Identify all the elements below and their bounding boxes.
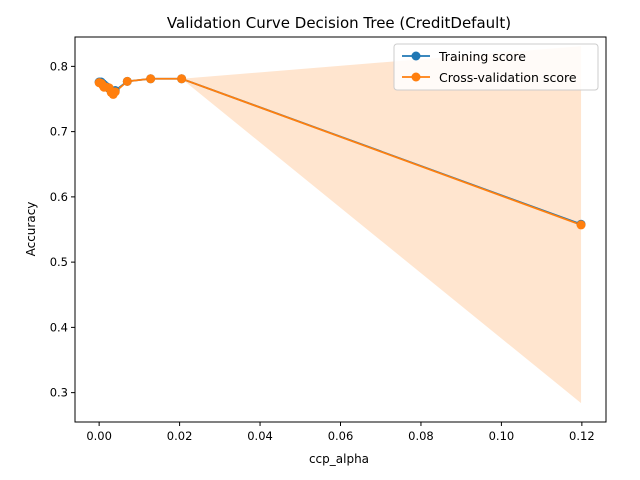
x-tick-label: 0.04 xyxy=(247,429,273,443)
plot-area xyxy=(94,46,586,404)
x-axis-ticks: 0.00 0.02 0.04 0.06 0.08 0.10 0.12 xyxy=(86,422,595,443)
y-tick-label: 0.4 xyxy=(50,320,68,334)
legend-label-cross-validation: Cross-validation score xyxy=(439,70,577,85)
x-tick-label: 0.12 xyxy=(569,429,595,443)
data-point-cross-validation xyxy=(576,220,586,230)
legend-box xyxy=(393,43,599,91)
legend-marker-training xyxy=(411,51,421,61)
y-tick-label: 0.8 xyxy=(50,59,68,73)
confidence-band-cross-validation xyxy=(99,46,582,404)
y-tick-label: 0.6 xyxy=(50,190,68,204)
data-point-cross-validation xyxy=(177,74,187,84)
legend: Training score Cross-validation score xyxy=(393,43,599,91)
confidence-bands xyxy=(99,46,582,404)
y-axis-ticks: 0.3 0.4 0.5 0.6 0.7 0.8 xyxy=(50,59,75,400)
x-tick-label: 0.10 xyxy=(489,429,515,443)
series-markers xyxy=(94,74,586,230)
data-point-cross-validation xyxy=(110,87,120,97)
data-point-cross-validation xyxy=(122,76,132,86)
x-tick-label: 0.02 xyxy=(167,429,193,443)
x-tick-label: 0.06 xyxy=(328,429,354,443)
y-tick-label: 0.7 xyxy=(50,125,68,139)
y-tick-label: 0.3 xyxy=(50,386,68,400)
y-tick-label: 0.5 xyxy=(50,255,68,269)
chart-title: Validation Curve Decision Tree (CreditDe… xyxy=(167,14,511,32)
data-point-cross-validation xyxy=(146,74,156,84)
legend-label-training: Training score xyxy=(438,49,526,64)
x-axis-label: ccp_alpha xyxy=(309,452,369,466)
x-tick-label: 0.00 xyxy=(86,429,112,443)
y-axis-label: Accuracy xyxy=(24,202,38,257)
legend-marker-cross-validation xyxy=(411,72,421,82)
x-tick-label: 0.08 xyxy=(408,429,434,443)
